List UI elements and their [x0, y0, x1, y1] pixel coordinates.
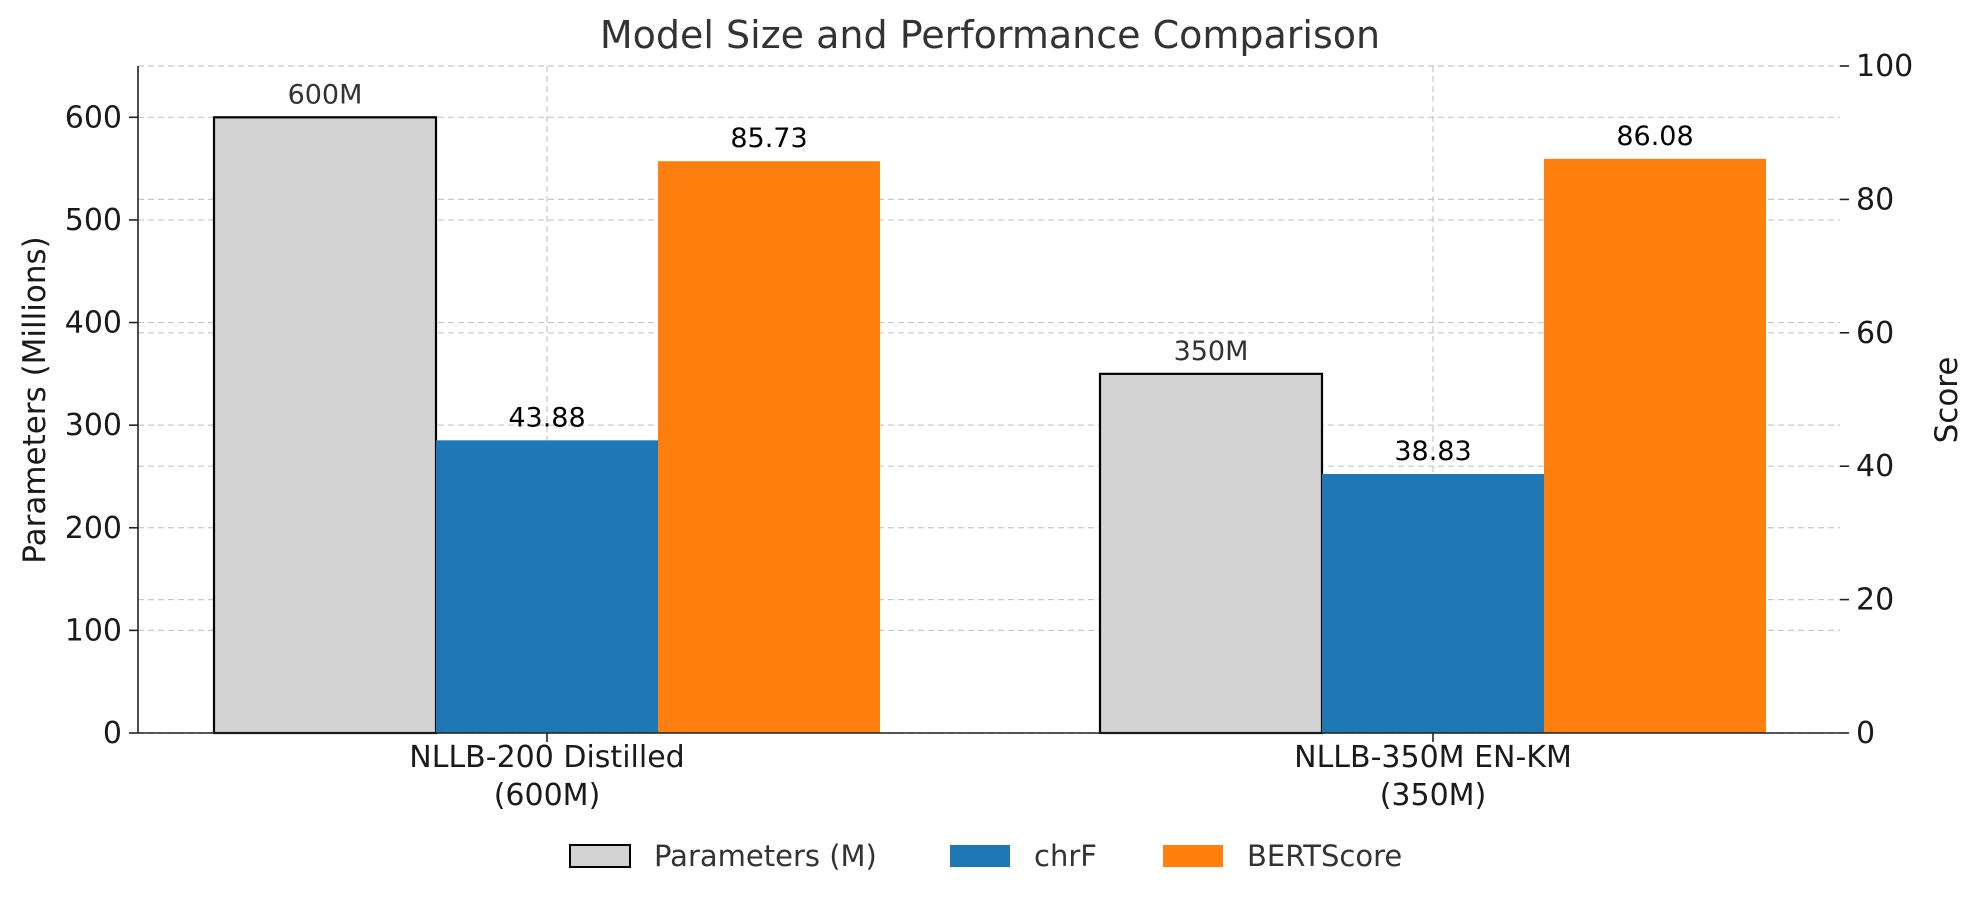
y-right-tick-label: 20 — [1856, 583, 1894, 618]
bar-bertscore-1 — [1544, 158, 1766, 733]
bar-parameters-m-1 — [1098, 372, 1324, 735]
y-right-tick-label: 60 — [1856, 316, 1894, 351]
chart-title: Model Size and Performance Comparison — [600, 13, 1380, 57]
legend-swatch — [1163, 845, 1223, 867]
bar-bertscore-0 — [658, 161, 880, 733]
bars — [212, 116, 1766, 735]
axes: 0 100 200 300 400 500 600 0 20 40 60 80 100 NLLB-200 … — [65, 49, 1914, 813]
data-label: 43.88 — [508, 402, 585, 433]
y-right-tick-label: 100 — [1856, 49, 1913, 84]
y-left-tick-label: 400 — [65, 306, 122, 341]
data-label: 85.73 — [730, 123, 807, 154]
y-right-tick-label: 80 — [1856, 182, 1894, 217]
legend-swatch — [569, 844, 631, 868]
x-tick-label: NLLB-200 Distilled (600M) — [409, 740, 684, 813]
y-left-tick-label: 0 — [103, 716, 122, 751]
bar-chrf-0 — [436, 440, 658, 733]
legend-label: Parameters (M) — [654, 839, 877, 873]
data-label: 86.08 — [1616, 121, 1693, 152]
data-labels: 600M 350M 43.88 38.83 85.73 86.08 — [288, 79, 1694, 467]
y-right-tick-label: 40 — [1856, 449, 1894, 484]
legend-swatch — [950, 845, 1010, 867]
y-left-tick-label: 300 — [65, 408, 122, 443]
y-left-tick-label: 500 — [65, 203, 122, 238]
bar-parameters-m-0 — [212, 116, 438, 735]
legend: Parameters (M) chrF BERTScore — [569, 839, 1402, 873]
y-left-tick-label: 100 — [65, 613, 122, 648]
data-label: 600M — [288, 79, 363, 110]
y-axis-left-label: Parameters (Millions) — [17, 236, 53, 563]
x-tick-label: NLLB-350M EN-KM (350M) — [1294, 740, 1572, 813]
data-label: 350M — [1174, 336, 1249, 367]
y-axis-right-label: Score — [1929, 357, 1965, 444]
legend-label: chrF — [1034, 839, 1097, 873]
y-left-tick-label: 200 — [65, 511, 122, 546]
y-left-tick-label: 600 — [65, 100, 122, 135]
bar-chrf-1 — [1322, 474, 1544, 733]
legend-label: BERTScore — [1247, 839, 1402, 873]
y-right-tick-label: 0 — [1856, 716, 1875, 751]
data-label: 38.83 — [1394, 436, 1471, 467]
